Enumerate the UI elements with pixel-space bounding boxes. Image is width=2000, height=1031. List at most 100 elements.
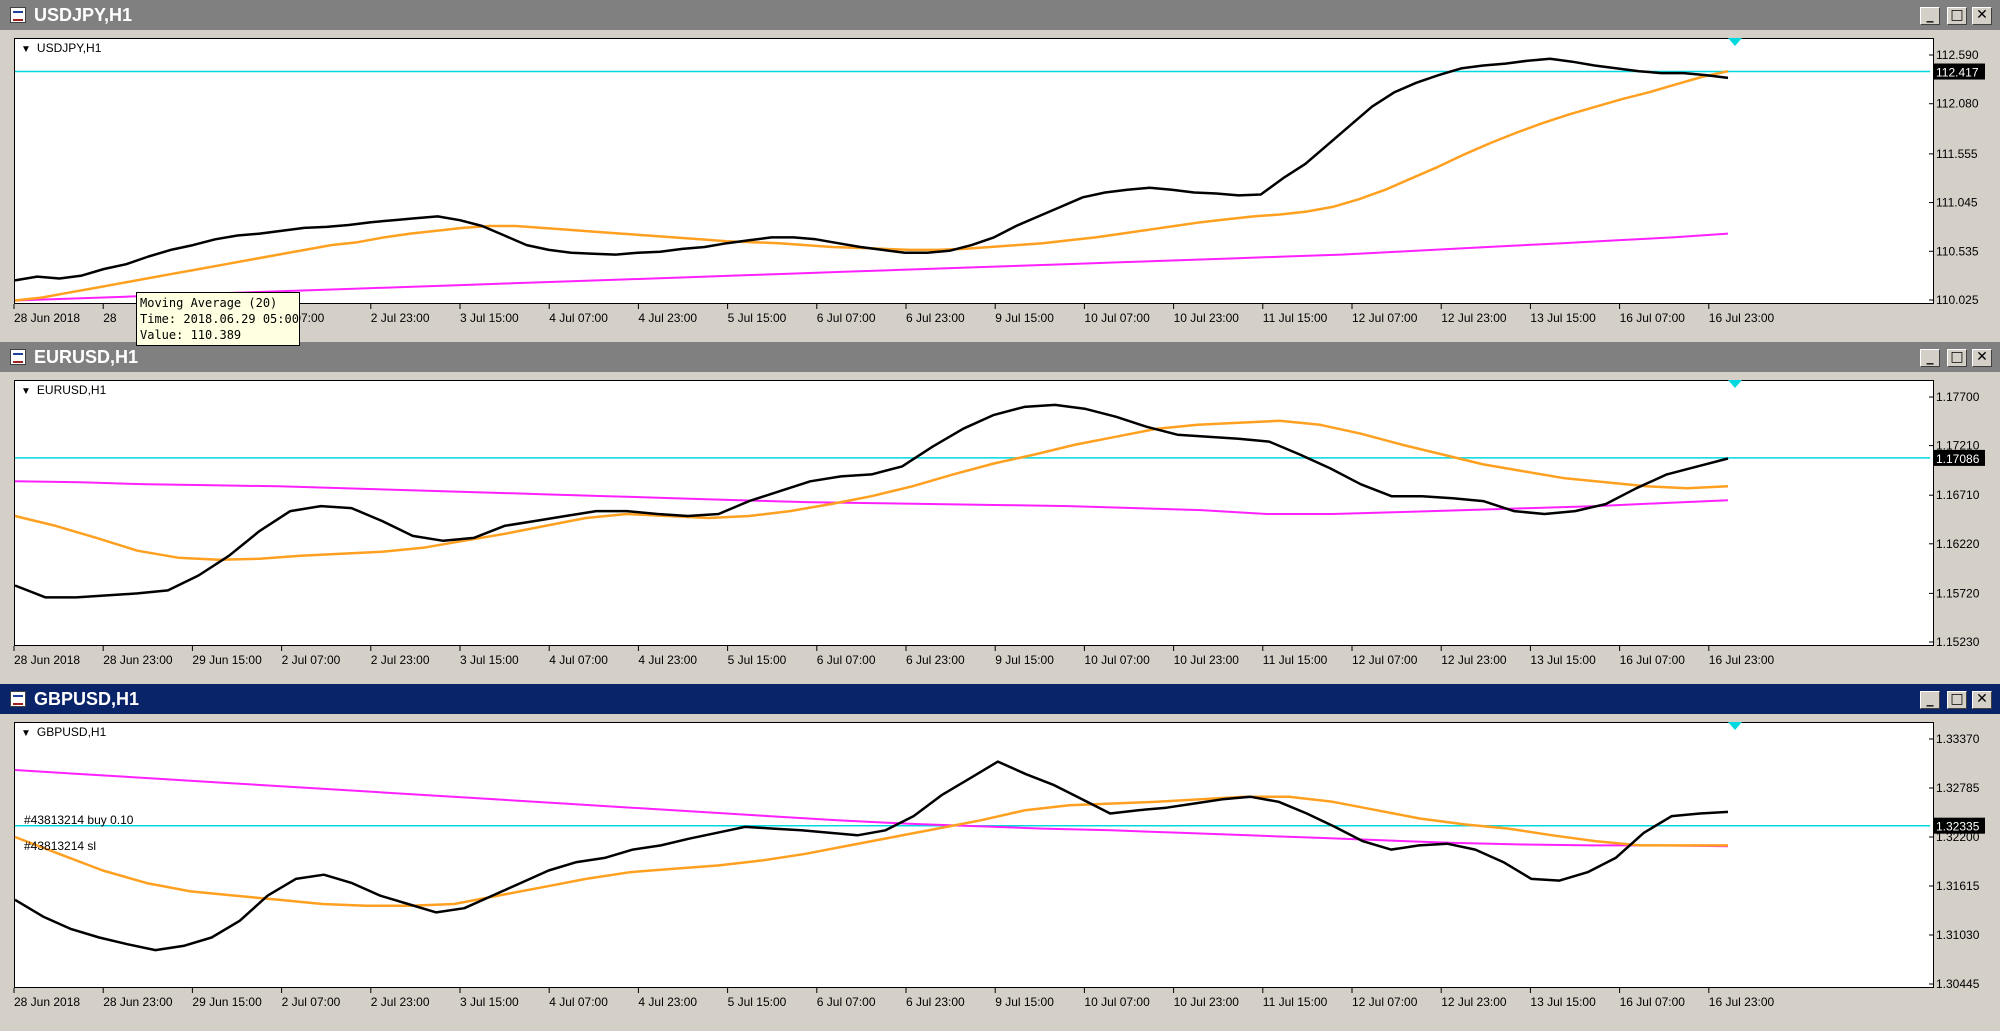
- chart-window-icon: [10, 7, 26, 23]
- dropdown-triangle-icon[interactable]: ▼: [21, 728, 31, 739]
- current-price-label: 1.17086: [1936, 452, 1980, 466]
- minimize-button[interactable]: _: [1920, 7, 1940, 25]
- window-titlebar[interactable]: GBPUSD,H1 _ □ ✕: [0, 684, 2000, 714]
- x-tick-label: 3 Jul 15:00: [460, 653, 519, 667]
- y-tick-label: 1.33370: [1936, 732, 1980, 746]
- x-tick-label: 29 Jun 15:00: [192, 653, 262, 667]
- y-tick-label: 1.32785: [1936, 781, 1980, 795]
- close-button[interactable]: ✕: [1972, 7, 1992, 25]
- symbol-label-text: EURUSD,H1: [36, 383, 107, 397]
- x-tick-label: 4 Jul 07:00: [549, 653, 608, 667]
- window-title: EURUSD,H1: [34, 347, 139, 367]
- y-tick-label: 111.555: [1936, 147, 1978, 161]
- x-tick-label: 9 Jul 15:00: [995, 653, 1054, 667]
- y-tick-label: 1.15720: [1936, 586, 1980, 600]
- x-tick-label: 29 Jun 15:00: [192, 995, 262, 1009]
- x-tick-label: 2 Jul 07:00: [282, 653, 341, 667]
- chart-window-icon: [10, 691, 26, 707]
- chart-canvas[interactable]: ▼ GBPUSD,H1: [14, 722, 1934, 988]
- symbol-label: ▼ EURUSD,H1: [21, 383, 106, 397]
- y-tick-label: 1.16220: [1936, 537, 1980, 551]
- chart-shift-marker: [1728, 38, 1742, 46]
- ma-slow-line: [14, 232, 1729, 302]
- x-tick-label: 16 Jul 23:00: [1709, 311, 1775, 325]
- window-titlebar[interactable]: USDJPY,H1 _ □ ✕: [0, 0, 2000, 30]
- ma-slow-line: [14, 480, 1729, 515]
- x-tick-label: 13 Jul 15:00: [1530, 311, 1596, 325]
- chart-window-icon: [10, 349, 26, 365]
- y-tick-label: 112.590: [1936, 48, 1979, 62]
- window-title: GBPUSD,H1: [34, 689, 140, 709]
- x-tick-label: 4 Jul 07:00: [549, 311, 608, 325]
- window-titlebar[interactable]: EURUSD,H1 _ □ ✕: [0, 342, 2000, 372]
- current-price-box: [1933, 449, 1985, 466]
- price-chart-svg: 1.17700 1.17210 1.16710 1.16220 1.15720 1.152…: [13, 380, 1985, 667]
- tooltip-line: Time: 2018.06.29 05:00: [140, 312, 299, 326]
- y-tick-label: 110.025: [1936, 293, 1979, 307]
- y-tick-label: 1.15230: [1936, 635, 1980, 649]
- x-tick-label: 6 Jul 23:00: [906, 995, 965, 1009]
- x-tick-label: 11 Jul 15:00: [1263, 311, 1328, 325]
- x-tick-label: 9 Jul 15:00: [995, 311, 1054, 325]
- y-tick-label: 1.30445: [1936, 977, 1980, 991]
- symbol-label: ▼ USDJPY,H1: [21, 41, 101, 55]
- x-tick-label: 4 Jul 07:00: [549, 995, 608, 1009]
- current-price-box: [1933, 63, 1985, 80]
- y-tick-label: 1.31615: [1936, 879, 1980, 893]
- y-tick-label: 111.045: [1936, 196, 1978, 210]
- maximize-button[interactable]: □: [1947, 349, 1967, 367]
- x-tick-label: 6 Jul 07:00: [817, 311, 876, 325]
- x-tick-label: 13 Jul 15:00: [1530, 653, 1596, 667]
- x-tick-label: 4 Jul 23:00: [638, 653, 697, 667]
- minimize-button[interactable]: _: [1920, 691, 1940, 709]
- x-tick-label: 28 Jun 23:00: [103, 995, 173, 1009]
- x-tick-label: 16 Jul 23:00: [1709, 653, 1775, 667]
- x-tick-label: 28 Jun 2018: [14, 995, 80, 1009]
- x-tick-label: 16 Jul 07:00: [1620, 995, 1686, 1009]
- x-tick-label: 5 Jul 15:00: [728, 653, 787, 667]
- price-line: [14, 57, 1729, 282]
- x-tick-label: 3 Jul 15:00: [460, 311, 519, 325]
- tooltip-line: Moving Average (20): [140, 296, 278, 310]
- price-line: [14, 403, 1729, 599]
- x-tick-label: 11 Jul 15:00: [1263, 653, 1328, 667]
- y-tick-label: 112.080: [1936, 97, 1979, 111]
- dropdown-triangle-icon[interactable]: ▼: [21, 44, 31, 55]
- y-tick-label: 1.17210: [1936, 439, 1980, 453]
- x-tick-label: 3 Jul 15:00: [460, 995, 519, 1009]
- x-tick-label: 28 Jun 2018: [14, 311, 80, 325]
- chart-canvas[interactable]: ▼ USDJPY,H1: [14, 38, 1934, 304]
- close-button[interactable]: ✕: [1972, 349, 1992, 367]
- x-tick-label: 10 Jul 07:00: [1084, 653, 1150, 667]
- ma-fast-line: [14, 69, 1729, 302]
- order-label: #43813214 sl: [24, 839, 96, 853]
- x-tick-label: 9 Jul 15:00: [995, 995, 1054, 1009]
- x-tick-label: 10 Jul 23:00: [1174, 995, 1240, 1009]
- symbol-label: ▼ GBPUSD,H1: [21, 725, 106, 739]
- chart-window-eurusd[interactable]: EURUSD,H1 _ □ ✕ ▼ EURUSD,H1 1.17700 1.1721…: [0, 342, 2000, 684]
- close-button[interactable]: ✕: [1972, 691, 1992, 709]
- ma-fast-line: [14, 795, 1728, 907]
- minimize-button[interactable]: _: [1920, 349, 1940, 367]
- window-title: USDJPY,H1: [34, 5, 133, 25]
- x-tick-label: 13 Jul 15:00: [1530, 995, 1596, 1009]
- x-tick-label: 2 Jul 07:00: [282, 995, 341, 1009]
- dropdown-triangle-icon[interactable]: ▼: [21, 386, 31, 397]
- x-tick-label: 6 Jul 07:00: [817, 653, 876, 667]
- current-price-box: [1933, 817, 1985, 834]
- price-line: [14, 760, 1729, 952]
- chart-window-usdjpy[interactable]: USDJPY,H1 _ □ ✕ ▼ USDJPY,H1 112.590 112.08…: [0, 0, 2000, 342]
- x-tick-label: 5 Jul 15:00: [728, 995, 787, 1009]
- x-tick-label: 2 Jul 23:00: [371, 995, 430, 1009]
- x-tick-label: 16 Jul 07:00: [1620, 311, 1686, 325]
- tooltip-line: Value: 110.389: [140, 328, 242, 342]
- symbol-label-text: GBPUSD,H1: [36, 725, 107, 739]
- x-tick-label: 28 Jun 23:00: [103, 653, 173, 667]
- maximize-button[interactable]: □: [1947, 691, 1967, 709]
- chart-window-gbpusd[interactable]: GBPUSD,H1 _ □ ✕ ▼ GBPUSD,H1 1.33370 1.3278…: [0, 684, 2000, 1026]
- x-tick-label: 12 Jul 07:00: [1352, 311, 1418, 325]
- y-tick-label: 1.17700: [1936, 390, 1980, 404]
- x-tick-label: 10 Jul 23:00: [1174, 653, 1240, 667]
- maximize-button[interactable]: □: [1947, 7, 1967, 25]
- x-tick-label: 10 Jul 23:00: [1174, 311, 1240, 325]
